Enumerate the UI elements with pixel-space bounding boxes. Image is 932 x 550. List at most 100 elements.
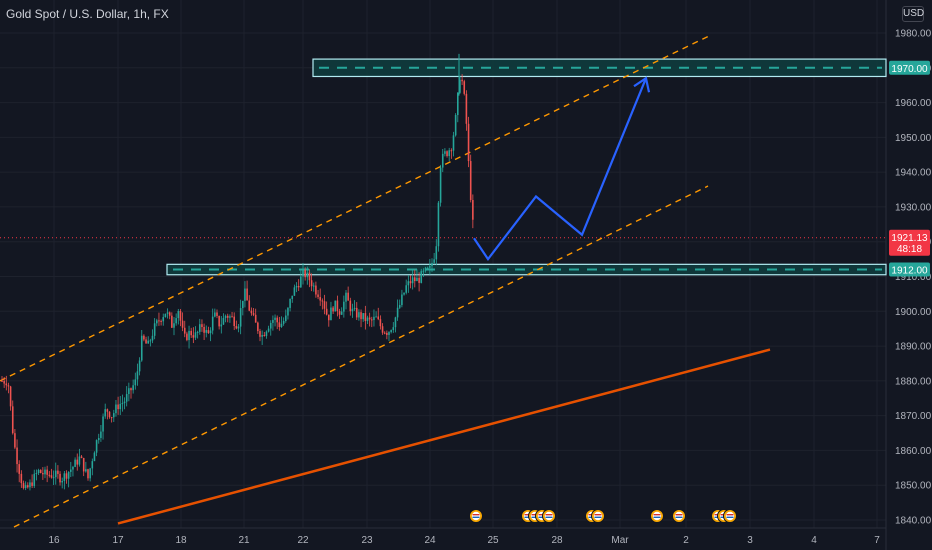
candle: [218, 315, 220, 327]
candle: [192, 335, 195, 338]
candle: [373, 316, 375, 321]
event-marker-stripe: [726, 516, 734, 518]
x-tick-label: 22: [297, 535, 309, 546]
candle: [336, 300, 339, 312]
candle: [340, 311, 343, 315]
chart-title: Gold Spot / U.S. Dollar, 1h, FX: [6, 7, 169, 21]
event-marker-flag: [471, 511, 481, 521]
candle: [259, 331, 261, 337]
candle: [345, 292, 347, 302]
event-marker-flag: [674, 511, 684, 521]
candle: [42, 472, 44, 475]
candle: [297, 286, 300, 288]
candle: [201, 324, 203, 328]
candle: [366, 317, 369, 321]
candle: [16, 447, 18, 465]
currency-button[interactable]: USD: [902, 6, 924, 22]
candle: [448, 150, 450, 157]
resistance-zone[interactable]: [312, 58, 887, 78]
candle: [239, 308, 242, 327]
candle: [306, 272, 309, 278]
candle: [181, 320, 184, 328]
candle: [48, 474, 51, 476]
x-tick-label: 21: [238, 535, 250, 546]
support-zone[interactable]: [166, 263, 887, 276]
candle: [24, 485, 27, 489]
candle: [295, 286, 298, 288]
candle: [125, 394, 128, 402]
y-tick-label: 1850.00: [895, 481, 932, 492]
candle: [409, 281, 412, 284]
candle: [439, 167, 442, 203]
candle: [54, 470, 57, 478]
candle: [328, 314, 330, 321]
candle: [22, 483, 25, 489]
candle: [383, 332, 386, 334]
candle: [113, 413, 115, 418]
candle: [3, 380, 5, 384]
candle: [343, 301, 345, 312]
forecast-path[interactable]: [473, 77, 648, 261]
candle: [188, 330, 190, 341]
event-marker-flag: [544, 511, 554, 521]
candle: [315, 285, 317, 295]
candle: [78, 456, 81, 465]
y-tick-label: 1880.00: [895, 376, 932, 387]
event-marker-stripe: [538, 516, 546, 518]
candle: [280, 323, 283, 327]
candle: [429, 266, 431, 268]
candle: [371, 319, 373, 321]
candle: [351, 308, 354, 312]
trend-line[interactable]: [117, 348, 771, 525]
candle: [405, 285, 407, 293]
y-tick-label: 1900.00: [895, 307, 932, 318]
candle: [465, 93, 468, 124]
candle: [332, 307, 334, 312]
candle: [147, 340, 149, 344]
event-marker-flag: [652, 511, 662, 521]
candle: [205, 330, 208, 333]
candle: [33, 473, 36, 486]
candle: [209, 330, 212, 334]
candle: [76, 459, 79, 465]
candle: [211, 316, 214, 331]
candle: [257, 322, 259, 332]
candle: [115, 404, 117, 414]
candle: [199, 324, 201, 332]
event-marker-stripe: [545, 516, 553, 518]
channel-lower-line[interactable]: [13, 185, 709, 528]
candle: [360, 312, 362, 320]
candle: [31, 482, 33, 486]
candle: [267, 328, 270, 332]
candle: [100, 431, 102, 438]
candle: [414, 277, 416, 282]
candle: [220, 324, 223, 327]
candle: [411, 277, 414, 284]
candle: [291, 295, 294, 299]
candle: [138, 360, 141, 372]
candle: [250, 310, 253, 314]
candle: [454, 115, 457, 136]
candle: [151, 335, 154, 341]
candle: [5, 383, 8, 386]
candle: [14, 433, 16, 448]
candle: [177, 310, 180, 319]
event-marker-stripe: [675, 516, 683, 518]
candle: [246, 288, 248, 301]
candle: [472, 199, 474, 220]
candle: [459, 79, 461, 93]
candle: [285, 315, 287, 322]
candle: [229, 316, 231, 318]
candle: [323, 301, 326, 309]
event-marker-flag: [725, 511, 735, 521]
event-marker-stripe: [545, 514, 553, 516]
y-tick-label: 1910.00: [895, 272, 932, 283]
candle: [452, 135, 455, 151]
candle: [91, 461, 94, 469]
event-marker-stripe: [726, 514, 734, 516]
candle: [450, 150, 453, 152]
candle: [50, 475, 53, 478]
candle: [80, 456, 83, 458]
current-price-label-text: 48:18: [897, 244, 922, 255]
